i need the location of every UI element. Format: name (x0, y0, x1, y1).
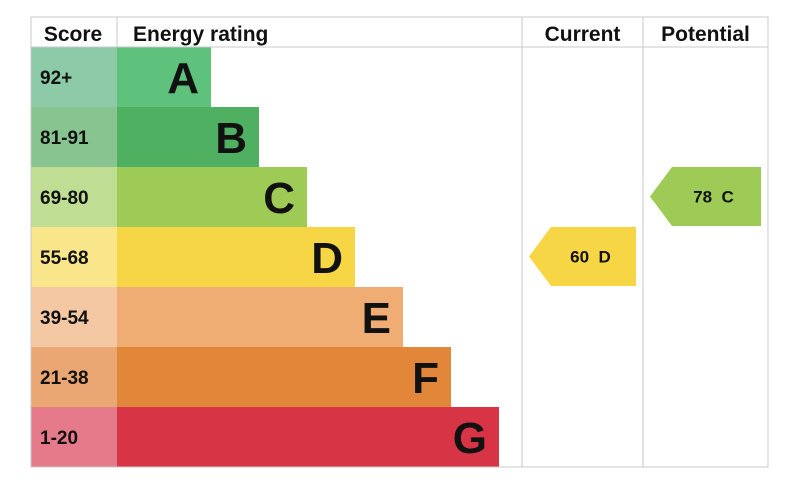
band-score-label: 92+ (40, 68, 72, 89)
header-score: Score (44, 23, 102, 46)
band-score-label: 21-38 (40, 368, 89, 389)
current-rating-label: 60 D (570, 248, 611, 267)
band-letter: D (311, 234, 343, 283)
band-bar-b (117, 107, 259, 167)
table-border (30, 16, 769, 468)
band-letter: G (453, 414, 487, 463)
band-score-cell (31, 347, 117, 407)
band-score-label: 55-68 (40, 248, 89, 269)
band-letter: A (167, 54, 199, 103)
band-score-cell (31, 167, 117, 227)
current-rating-arrow (529, 227, 636, 286)
band-bar-g (117, 407, 499, 467)
band-score-cell (31, 227, 117, 287)
band-bar-c (117, 167, 307, 227)
band-letter: F (412, 354, 439, 403)
header-potential: Potential (661, 23, 750, 46)
band-letter: C (263, 174, 295, 223)
band-letter: B (215, 114, 247, 163)
band-score-label: 69-80 (40, 188, 89, 209)
potential-rating-label: 78 C (693, 188, 734, 207)
band-letter: E (362, 294, 391, 343)
band-score-label: 1-20 (40, 428, 78, 449)
band-score-cell (31, 107, 117, 167)
band-score-cell (31, 407, 117, 467)
band-score-label: 39-54 (40, 308, 89, 329)
band-bar-f (117, 347, 451, 407)
band-score-label: 81-91 (40, 128, 89, 149)
header-current: Current (545, 23, 621, 46)
band-score-cell (31, 47, 117, 107)
potential-rating-arrow (650, 167, 761, 226)
band-bar-a (117, 47, 211, 107)
band-score-cell (31, 287, 117, 347)
band-bar-d (117, 227, 355, 287)
header-energy-rating: Energy rating (133, 23, 268, 46)
band-bar-e (117, 287, 403, 347)
